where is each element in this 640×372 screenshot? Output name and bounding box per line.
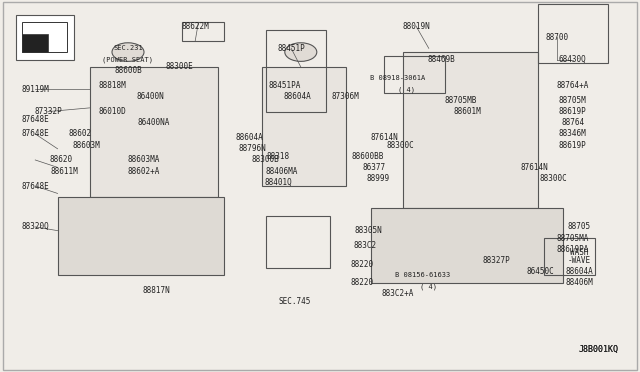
- Text: 88406M: 88406M: [565, 278, 593, 287]
- Text: 88401Q: 88401Q: [264, 178, 292, 187]
- Text: 88406MA: 88406MA: [266, 167, 298, 176]
- Text: 88604A: 88604A: [236, 133, 264, 142]
- Text: B 08156-61633: B 08156-61633: [395, 272, 450, 278]
- Text: 68430Q: 68430Q: [559, 55, 587, 64]
- Text: 89119M: 89119M: [21, 85, 49, 94]
- Bar: [538, 4, 608, 63]
- Text: 88619P: 88619P: [559, 141, 587, 150]
- Text: 87306M: 87306M: [332, 92, 360, 101]
- Text: 88600B: 88600B: [114, 66, 142, 75]
- Text: 88300E: 88300E: [165, 62, 193, 71]
- Text: 88346M: 88346M: [559, 129, 587, 138]
- Text: 88300B: 88300B: [252, 155, 280, 164]
- Text: 88796N: 88796N: [239, 144, 267, 153]
- Text: 88318: 88318: [267, 152, 290, 161]
- Circle shape: [285, 43, 317, 61]
- Text: 88705MB: 88705MB: [445, 96, 477, 105]
- Bar: [22, 34, 49, 52]
- Bar: [384, 56, 445, 93]
- Text: 86400N: 86400N: [136, 92, 164, 101]
- Text: 86400NA: 86400NA: [138, 118, 170, 127]
- Text: 88705MA: 88705MA: [557, 234, 589, 243]
- Text: 86010D: 86010D: [98, 107, 126, 116]
- Text: B 08918-3061A: B 08918-3061A: [371, 75, 426, 81]
- Text: 87648E: 87648E: [21, 115, 49, 124]
- Text: 88451P: 88451P: [277, 44, 305, 53]
- Text: 88604A: 88604A: [284, 92, 312, 101]
- Polygon shape: [371, 208, 563, 283]
- Text: 88300C: 88300C: [386, 141, 414, 150]
- Text: 88602+A: 88602+A: [128, 167, 160, 176]
- Text: 88603MA: 88603MA: [128, 155, 160, 164]
- Text: 87614N: 87614N: [370, 133, 398, 142]
- Text: 88705: 88705: [568, 222, 591, 231]
- Text: 88451PA: 88451PA: [269, 81, 301, 90]
- Text: 883C2: 883C2: [353, 241, 376, 250]
- Text: 88622M: 88622M: [181, 22, 209, 31]
- Text: 88320Q: 88320Q: [21, 222, 49, 231]
- Bar: [266, 216, 330, 268]
- Text: 88220: 88220: [350, 260, 373, 269]
- Bar: [16, 15, 74, 60]
- Polygon shape: [58, 197, 224, 275]
- Text: 88220: 88220: [350, 278, 373, 287]
- Text: 88620: 88620: [49, 155, 72, 164]
- Text: 88764+A: 88764+A: [557, 81, 589, 90]
- Text: 88600BB: 88600BB: [352, 152, 384, 161]
- Polygon shape: [403, 52, 538, 208]
- Text: 88305N: 88305N: [354, 226, 382, 235]
- Text: 88700: 88700: [545, 33, 568, 42]
- Bar: [266, 30, 326, 112]
- Text: SEC.745: SEC.745: [278, 297, 310, 306]
- Text: J8B001KQ: J8B001KQ: [579, 345, 618, 354]
- Polygon shape: [90, 67, 218, 197]
- Text: 88611M: 88611M: [50, 167, 78, 176]
- Text: 883C2+A: 883C2+A: [382, 289, 414, 298]
- Text: 87614N: 87614N: [520, 163, 548, 172]
- Bar: [182, 22, 224, 41]
- Text: 87332P: 87332P: [34, 107, 62, 116]
- Text: (POWER SEAT): (POWER SEAT): [102, 56, 154, 63]
- Text: 88619P: 88619P: [559, 107, 587, 116]
- Text: 88999: 88999: [366, 174, 389, 183]
- Polygon shape: [22, 22, 67, 52]
- Text: 88705M: 88705M: [559, 96, 587, 105]
- Polygon shape: [262, 67, 346, 186]
- Text: 88818M: 88818M: [98, 81, 126, 90]
- Text: 88601M: 88601M: [453, 107, 481, 116]
- Text: 87648E: 87648E: [21, 182, 49, 190]
- Bar: [544, 238, 595, 275]
- Text: 88469B: 88469B: [428, 55, 456, 64]
- Text: J8B001KQ: J8B001KQ: [579, 345, 618, 354]
- Text: WASH: WASH: [570, 248, 588, 257]
- Text: 88327P: 88327P: [482, 256, 510, 265]
- Text: -WAVE: -WAVE: [568, 256, 591, 265]
- Text: 88604A: 88604A: [565, 267, 593, 276]
- Text: ( 4): ( 4): [398, 86, 415, 93]
- Text: 88602: 88602: [68, 129, 92, 138]
- Text: 86377: 86377: [363, 163, 386, 172]
- Text: 87648E: 87648E: [21, 129, 49, 138]
- Text: 88817N: 88817N: [143, 286, 171, 295]
- Text: 88603M: 88603M: [72, 141, 100, 150]
- Text: SEC.231: SEC.231: [113, 45, 143, 51]
- Text: ( 4): ( 4): [420, 283, 437, 290]
- Text: 88619PA: 88619PA: [557, 245, 589, 254]
- Circle shape: [112, 43, 144, 61]
- Text: 88764: 88764: [561, 118, 584, 127]
- Text: 88300C: 88300C: [540, 174, 568, 183]
- Text: 86450C: 86450C: [527, 267, 555, 276]
- Text: 88019N: 88019N: [402, 22, 430, 31]
